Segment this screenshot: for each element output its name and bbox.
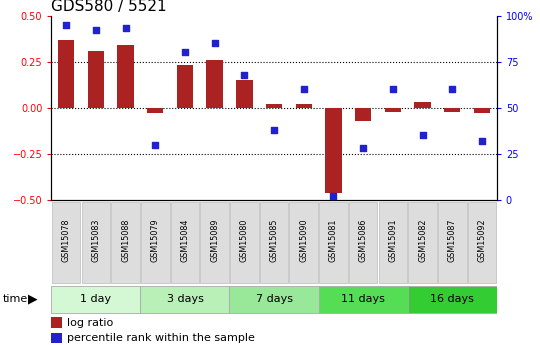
Bar xyxy=(266,104,282,108)
Point xyxy=(299,87,308,92)
Bar xyxy=(444,108,461,111)
Text: log ratio: log ratio xyxy=(67,318,113,328)
Point xyxy=(448,87,456,92)
FancyBboxPatch shape xyxy=(408,202,437,283)
FancyBboxPatch shape xyxy=(260,202,288,283)
Bar xyxy=(384,108,401,111)
FancyBboxPatch shape xyxy=(230,202,259,283)
FancyBboxPatch shape xyxy=(171,202,199,283)
Text: time: time xyxy=(3,294,28,304)
Bar xyxy=(117,45,134,108)
Point xyxy=(62,22,70,28)
Point xyxy=(477,138,486,144)
Bar xyxy=(236,80,253,108)
Text: GSM15078: GSM15078 xyxy=(62,219,71,263)
Bar xyxy=(51,317,63,328)
Text: GSM15084: GSM15084 xyxy=(180,219,190,262)
Text: GSM15082: GSM15082 xyxy=(418,219,427,263)
Text: GSM15090: GSM15090 xyxy=(299,219,308,263)
Text: GSM15085: GSM15085 xyxy=(269,219,279,263)
Text: GSM15087: GSM15087 xyxy=(448,219,457,263)
Text: GSM15088: GSM15088 xyxy=(121,219,130,262)
FancyBboxPatch shape xyxy=(141,202,170,283)
Point xyxy=(388,87,397,92)
Point xyxy=(121,26,130,31)
Text: GSM15092: GSM15092 xyxy=(477,219,487,263)
FancyBboxPatch shape xyxy=(111,202,140,283)
Bar xyxy=(51,333,63,344)
FancyBboxPatch shape xyxy=(408,286,497,313)
Bar xyxy=(295,104,312,108)
Bar xyxy=(414,102,431,108)
FancyBboxPatch shape xyxy=(468,202,496,283)
FancyBboxPatch shape xyxy=(438,202,467,283)
FancyBboxPatch shape xyxy=(289,202,318,283)
Text: GSM15091: GSM15091 xyxy=(388,219,397,263)
Bar xyxy=(58,40,75,108)
FancyBboxPatch shape xyxy=(379,202,407,283)
Bar xyxy=(177,65,193,108)
FancyBboxPatch shape xyxy=(140,286,230,313)
FancyBboxPatch shape xyxy=(51,286,140,313)
Bar xyxy=(325,108,342,193)
FancyBboxPatch shape xyxy=(319,202,348,283)
Point xyxy=(91,28,100,33)
Bar xyxy=(87,51,104,108)
Bar xyxy=(355,108,372,121)
Bar xyxy=(474,108,490,114)
Text: GSM15089: GSM15089 xyxy=(210,219,219,263)
Bar xyxy=(206,60,223,108)
Text: 16 days: 16 days xyxy=(430,294,474,304)
Text: ▶: ▶ xyxy=(28,293,38,306)
Text: 7 days: 7 days xyxy=(255,294,293,304)
Point xyxy=(240,72,248,77)
Point xyxy=(180,50,189,55)
Text: GSM15083: GSM15083 xyxy=(91,219,100,262)
Text: 11 days: 11 days xyxy=(341,294,385,304)
Text: GSM15080: GSM15080 xyxy=(240,219,249,262)
FancyBboxPatch shape xyxy=(52,202,80,283)
FancyBboxPatch shape xyxy=(230,286,319,313)
Text: GSM15079: GSM15079 xyxy=(151,219,160,263)
FancyBboxPatch shape xyxy=(349,202,377,283)
Point xyxy=(210,40,219,46)
FancyBboxPatch shape xyxy=(319,286,408,313)
Text: GDS580 / 5521: GDS580 / 5521 xyxy=(51,0,167,14)
Bar xyxy=(147,108,164,114)
Text: 3 days: 3 days xyxy=(166,294,204,304)
Text: percentile rank within the sample: percentile rank within the sample xyxy=(67,333,255,343)
FancyBboxPatch shape xyxy=(200,202,229,283)
Text: GSM15086: GSM15086 xyxy=(359,219,368,262)
Point xyxy=(359,146,367,151)
Text: GSM15081: GSM15081 xyxy=(329,219,338,262)
Point xyxy=(269,127,279,133)
FancyBboxPatch shape xyxy=(82,202,110,283)
Point xyxy=(418,133,427,138)
Point xyxy=(329,194,338,199)
Point xyxy=(151,142,160,148)
Text: 1 day: 1 day xyxy=(80,294,111,304)
